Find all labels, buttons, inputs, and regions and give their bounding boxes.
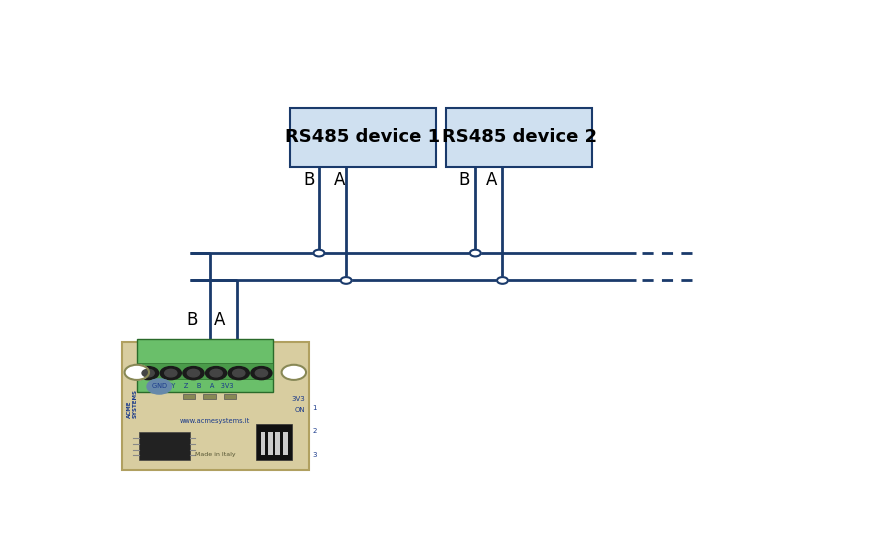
- FancyBboxPatch shape: [137, 339, 273, 392]
- FancyBboxPatch shape: [260, 432, 265, 456]
- Circle shape: [183, 366, 204, 380]
- Text: RS485 device 2: RS485 device 2: [441, 128, 596, 146]
- Text: 1: 1: [312, 405, 317, 411]
- Circle shape: [160, 366, 182, 380]
- Text: A: A: [333, 171, 345, 189]
- FancyBboxPatch shape: [289, 108, 436, 167]
- Text: 3: 3: [312, 452, 317, 458]
- Circle shape: [251, 366, 272, 380]
- Circle shape: [125, 365, 149, 380]
- Circle shape: [314, 249, 324, 257]
- Circle shape: [165, 369, 177, 377]
- Text: 2: 2: [312, 428, 317, 434]
- FancyBboxPatch shape: [122, 341, 309, 470]
- FancyBboxPatch shape: [256, 424, 292, 459]
- Text: B: B: [303, 171, 315, 189]
- Text: ACME
SYSTEMS: ACME SYSTEMS: [127, 389, 138, 418]
- Circle shape: [205, 366, 226, 380]
- FancyBboxPatch shape: [139, 432, 189, 459]
- Circle shape: [188, 369, 200, 377]
- Circle shape: [470, 249, 481, 257]
- FancyBboxPatch shape: [446, 108, 592, 167]
- Circle shape: [147, 379, 172, 394]
- FancyBboxPatch shape: [275, 432, 281, 456]
- Text: 3V3: 3V3: [292, 397, 305, 403]
- Circle shape: [232, 369, 245, 377]
- FancyBboxPatch shape: [283, 432, 288, 456]
- Circle shape: [340, 277, 352, 284]
- Text: B: B: [187, 311, 198, 329]
- FancyBboxPatch shape: [203, 394, 216, 399]
- Text: ON: ON: [295, 406, 305, 412]
- Circle shape: [255, 369, 267, 377]
- FancyBboxPatch shape: [224, 394, 236, 399]
- Circle shape: [138, 366, 159, 380]
- Text: B: B: [459, 171, 470, 189]
- Circle shape: [142, 369, 154, 377]
- Circle shape: [210, 369, 222, 377]
- Circle shape: [282, 365, 306, 380]
- Text: Made in Italy: Made in Italy: [195, 452, 236, 457]
- Circle shape: [228, 366, 249, 380]
- Text: A: A: [486, 171, 497, 189]
- FancyBboxPatch shape: [183, 394, 196, 399]
- Text: A: A: [214, 311, 225, 329]
- FancyBboxPatch shape: [268, 432, 273, 456]
- Text: www.acmesystems.it: www.acmesystems.it: [180, 418, 251, 424]
- Circle shape: [497, 277, 508, 284]
- FancyBboxPatch shape: [137, 363, 273, 380]
- Text: GND  Y    Z    B    A   3V3: GND Y Z B A 3V3: [153, 383, 234, 389]
- Text: RS485 device 1: RS485 device 1: [285, 128, 440, 146]
